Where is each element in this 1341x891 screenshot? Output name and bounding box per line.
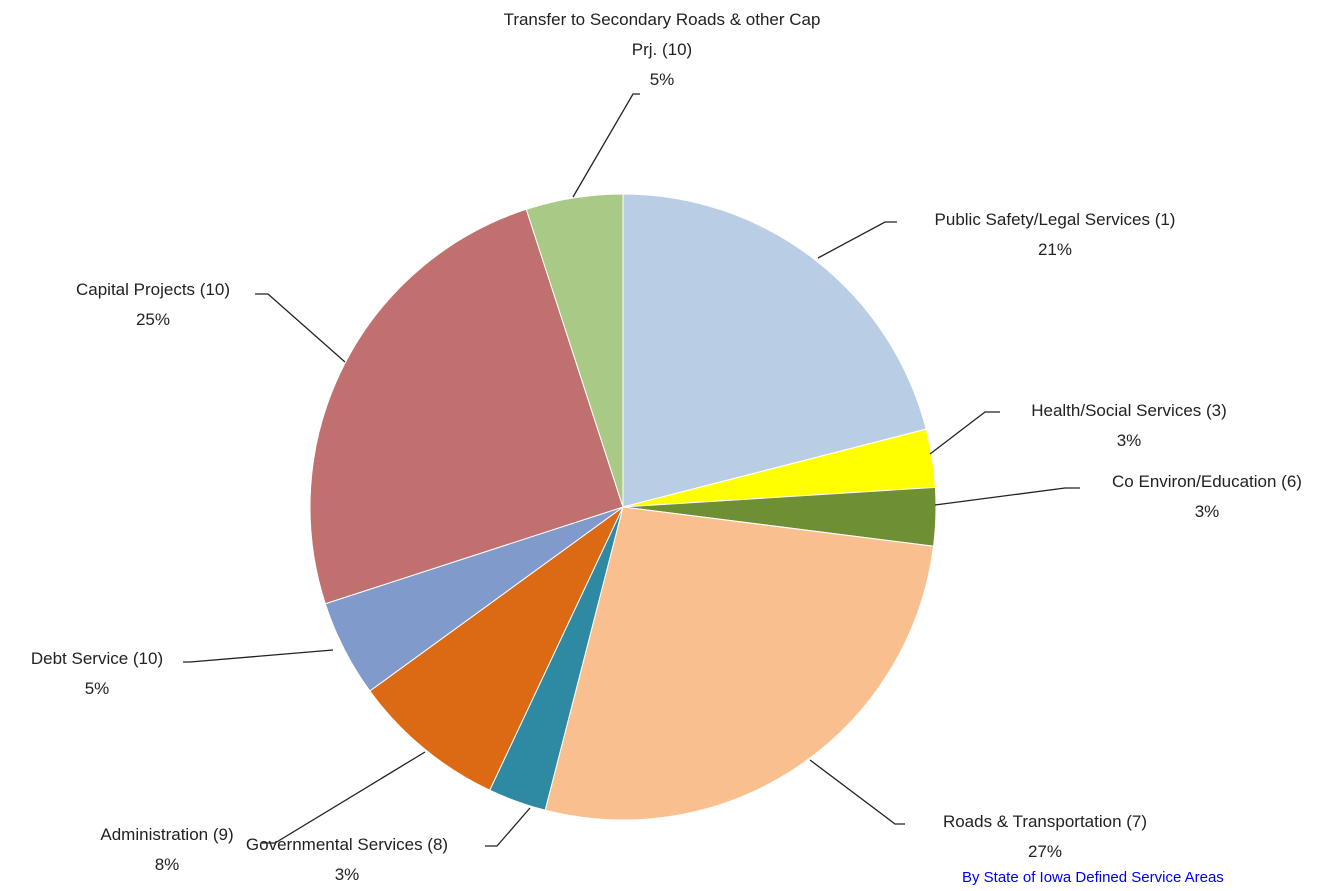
value-label: 3% [1194, 502, 1220, 521]
pie-slice [525, 193, 624, 508]
leader-line [934, 487, 1080, 506]
category-label: Transfer to Secondary Roads & other Cap … [503, 10, 821, 59]
leader-line [485, 807, 531, 847]
pie-slice [369, 506, 624, 791]
annotation: By State of Iowa Defined Service Areas [962, 869, 1224, 886]
category-label: Debt Service (10) [30, 649, 164, 668]
value-label: 25% [135, 310, 171, 329]
pie-slice [622, 193, 927, 508]
slice-label: Roads & Transportation (7) 27% [943, 807, 1147, 867]
leader-line [183, 649, 334, 663]
slice-label: Governmental Services (8) 3% [246, 830, 448, 890]
slice-label: Co Environ/Education (6) 3% [1112, 467, 1302, 527]
leader-line [809, 759, 905, 825]
slice-label: Public Safety/Legal Services (1) 21% [935, 205, 1176, 265]
value-label: 3% [334, 865, 360, 884]
category-label: Governmental Services (8) [245, 835, 449, 854]
leader-line [929, 411, 1000, 455]
slice-label: Health/Social Services (3) 3% [1031, 396, 1227, 456]
value-label: 21% [1037, 240, 1073, 259]
pie-slice [544, 506, 935, 821]
category-label: Public Safety/Legal Services (1) [934, 210, 1176, 229]
leader-line [255, 293, 346, 363]
slice-label: Capital Projects (10) 25% [76, 275, 230, 335]
category-label: Co Environ/Education (6) [1112, 472, 1302, 491]
value-label: 8% [154, 855, 180, 874]
leader-line [262, 751, 426, 844]
slice-label: Debt Service (10) 5% [31, 644, 163, 704]
category-label: Administration (9) [100, 825, 234, 844]
value-label: 3% [1116, 431, 1142, 450]
leader-line [817, 221, 897, 259]
value-label: 5% [84, 679, 110, 698]
category-label: Health/Social Services (3) [1031, 401, 1227, 420]
category-label: Roads & Transportation (7) [942, 812, 1148, 831]
value-label: 5% [649, 70, 675, 89]
category-label: Capital Projects (10) [75, 280, 231, 299]
pie-slice [309, 208, 624, 605]
value-label: 27% [1027, 842, 1063, 861]
slice-label: Transfer to Secondary Roads & other Cap … [497, 5, 827, 95]
slice-label: Administration (9) 8% [100, 820, 233, 880]
leader-line [572, 93, 640, 198]
